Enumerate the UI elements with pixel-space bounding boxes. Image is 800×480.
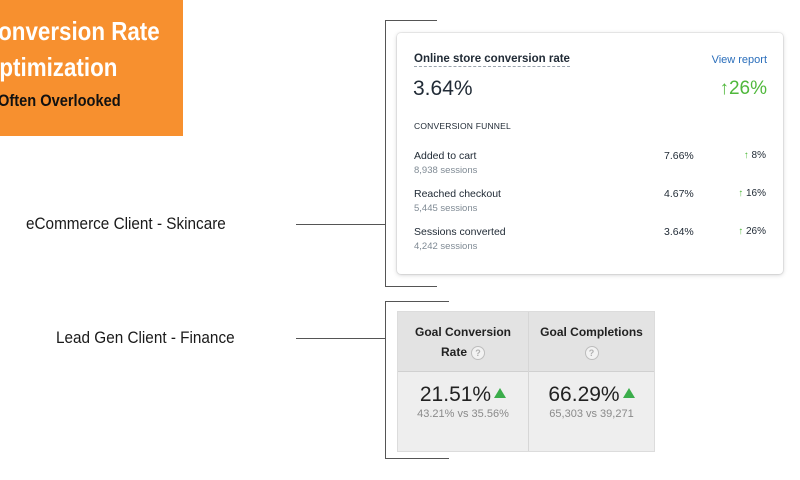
banner-title-line1: Conversion Rate	[0, 16, 160, 46]
funnel-step-label: Added to cart	[414, 150, 477, 162]
leadgen-bracket-vertical	[385, 301, 386, 458]
column-header-line1: Goal Conversion	[414, 325, 512, 339]
ecommerce-bracket-top	[385, 20, 437, 21]
column-body: 21.51% 43.21% vs 35.56%	[398, 372, 528, 420]
funnel-step-label: Sessions converted	[414, 226, 506, 238]
metric-value: 21.51%	[419, 383, 492, 406]
goal-conversion-rate-column: Goal Conversion Rate? 21.51% 43.21% vs 35…	[398, 312, 529, 451]
leadgen-connector-line	[296, 338, 385, 339]
banner-title-line2: Optimization	[0, 52, 118, 82]
leadgen-bracket-bottom	[385, 458, 449, 459]
store-conversion-card: Online store conversion rate View report…	[397, 33, 783, 274]
ecommerce-client-label: eCommerce Client - Skincare	[26, 214, 226, 233]
funnel-step-rate: 4.67%	[664, 188, 694, 200]
funnel-step-change: ↑ 16%	[738, 188, 766, 199]
leadgen-client-label: Lead Gen Client - Finance	[56, 328, 235, 347]
conversion-rate-value: 3.64%	[413, 77, 473, 100]
banner-subtitle: Often Overlooked	[0, 91, 121, 110]
funnel-row: Reached checkout 5,445 sessions 4.67% ↑ …	[414, 188, 766, 218]
conversion-rate-change: ↑26%	[719, 78, 767, 99]
funnel-heading: CONVERSION FUNNEL	[414, 121, 511, 131]
ecommerce-connector-line	[296, 224, 385, 225]
up-arrow-icon: ↑	[738, 226, 744, 237]
column-body: 66.29% 65,303 vs 39,271	[529, 372, 654, 420]
funnel-step-label: Reached checkout	[414, 188, 501, 200]
column-header[interactable]: Goal Conversion Rate?	[398, 312, 528, 372]
leadgen-bracket-top	[385, 301, 449, 302]
metric-comparison: 43.21% vs 35.56%	[417, 408, 509, 420]
up-triangle-icon	[494, 388, 507, 399]
funnel-step-change-value: 26%	[745, 226, 766, 237]
funnel-row: Added to cart 8,938 sessions 7.66% ↑ 8%	[414, 150, 766, 180]
funnel-step-sessions: 8,938 sessions	[414, 165, 478, 176]
title-banner: Conversion Rate Optimization Often Overl…	[0, 0, 183, 136]
column-header[interactable]: Goal Completions?	[529, 312, 654, 372]
view-report-link[interactable]: View report	[711, 54, 767, 66]
ecommerce-bracket-bottom	[385, 286, 437, 287]
up-triangle-icon	[622, 388, 635, 399]
column-header-line1: Goal Completions	[540, 325, 643, 339]
up-arrow-icon: ↑	[743, 150, 749, 161]
funnel-step-change-value: 16%	[745, 188, 766, 199]
funnel-row: Sessions converted 4,242 sessions 3.64% …	[414, 226, 766, 256]
funnel-step-sessions: 4,242 sessions	[414, 241, 478, 252]
funnel-step-change: ↑ 26%	[738, 226, 766, 237]
help-icon[interactable]: ?	[471, 345, 485, 360]
metric-value: 66.29%	[548, 383, 620, 406]
up-arrow-icon: ↑	[738, 188, 744, 199]
funnel-step-rate: 3.64%	[664, 226, 694, 238]
help-icon[interactable]: ?	[584, 345, 599, 360]
funnel-step-sessions: 5,445 sessions	[414, 203, 478, 214]
funnel-step-change-value: 8%	[751, 150, 766, 161]
card-title[interactable]: Online store conversion rate	[414, 53, 570, 67]
goal-completions-column: Goal Completions? 66.29% 65,303 vs 39,27…	[529, 312, 654, 451]
ecommerce-bracket-vertical	[385, 20, 386, 286]
funnel-step-change: ↑ 8%	[744, 150, 766, 161]
metric-comparison: 65,303 vs 39,271	[549, 408, 634, 420]
column-header-line2: Rate	[440, 345, 467, 359]
funnel-step-rate: 7.66%	[664, 150, 694, 162]
goal-metrics-table: Goal Conversion Rate? 21.51% 43.21% vs 35…	[397, 311, 655, 452]
